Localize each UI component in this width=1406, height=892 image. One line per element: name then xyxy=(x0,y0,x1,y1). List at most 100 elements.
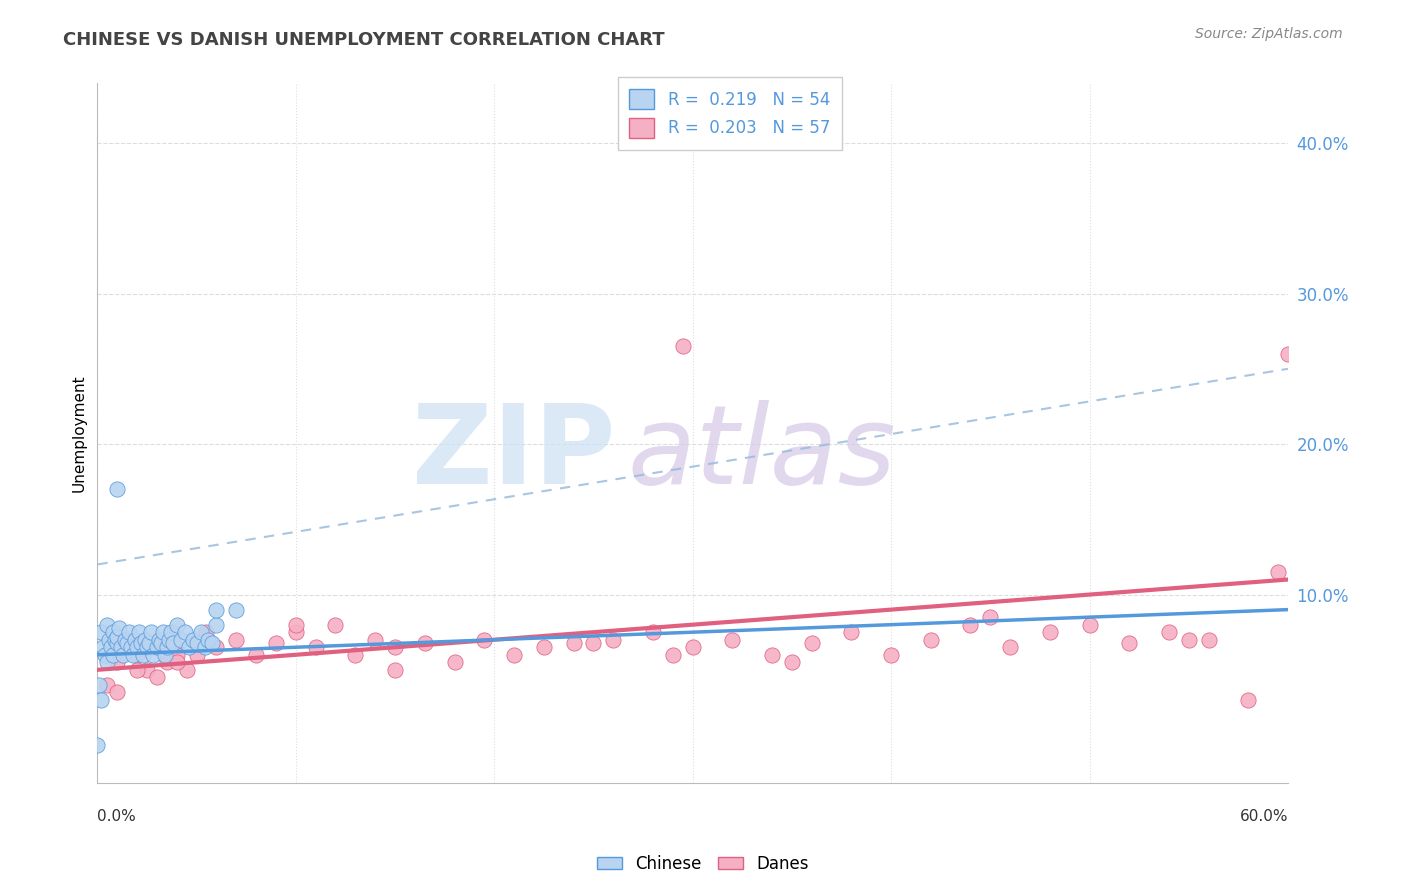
Point xyxy=(96,655,118,669)
Point xyxy=(94,648,117,662)
Point xyxy=(105,685,128,699)
Point xyxy=(205,640,228,655)
Point xyxy=(91,640,114,655)
Point xyxy=(264,636,287,650)
Point xyxy=(148,632,170,647)
Point xyxy=(103,648,125,662)
Point xyxy=(124,632,146,647)
Point xyxy=(96,648,118,662)
Point xyxy=(89,678,111,692)
Text: atlas: atlas xyxy=(627,401,896,508)
Point xyxy=(672,339,695,353)
Text: CHINESE VS DANISH UNEMPLOYMENT CORRELATION CHART: CHINESE VS DANISH UNEMPLOYMENT CORRELATI… xyxy=(63,31,665,49)
Point xyxy=(136,640,159,655)
Point xyxy=(146,640,169,655)
Point xyxy=(384,663,406,677)
Point xyxy=(413,636,436,650)
Point xyxy=(1078,617,1101,632)
Text: Source: ZipAtlas.com: Source: ZipAtlas.com xyxy=(1195,27,1343,41)
Point xyxy=(325,617,347,632)
Point xyxy=(105,636,128,650)
Point xyxy=(800,636,823,650)
Point xyxy=(132,648,155,662)
Point xyxy=(1039,625,1062,640)
Point xyxy=(110,640,132,655)
Point xyxy=(105,630,128,644)
Point xyxy=(170,632,193,647)
Point xyxy=(146,640,169,655)
Point xyxy=(96,617,118,632)
Point xyxy=(245,648,267,662)
Point xyxy=(153,648,176,662)
Point xyxy=(90,693,112,707)
Point xyxy=(721,632,744,647)
Point xyxy=(384,640,406,655)
Point xyxy=(142,648,165,662)
Point xyxy=(205,602,228,616)
Point xyxy=(1118,636,1140,650)
Point xyxy=(841,625,863,640)
Point xyxy=(780,655,803,669)
Point xyxy=(177,640,200,655)
Point xyxy=(225,632,247,647)
Point xyxy=(166,648,188,662)
Point xyxy=(602,632,624,647)
Point xyxy=(122,648,145,662)
Point xyxy=(186,648,208,662)
Point xyxy=(166,655,188,669)
Point xyxy=(284,617,307,632)
Point xyxy=(86,738,108,752)
Point xyxy=(181,632,204,647)
Point xyxy=(128,625,150,640)
Point xyxy=(1267,565,1289,579)
Point xyxy=(641,625,664,640)
Point xyxy=(166,617,188,632)
Point xyxy=(104,632,127,647)
Y-axis label: Unemployment: Unemployment xyxy=(72,374,86,491)
Point xyxy=(979,610,1001,624)
Point xyxy=(139,625,162,640)
Point xyxy=(662,648,685,662)
Point xyxy=(152,625,174,640)
Point xyxy=(105,482,128,496)
Point xyxy=(443,655,465,669)
Legend: R =  0.219   N = 54, R =  0.203   N = 57: R = 0.219 N = 54, R = 0.203 N = 57 xyxy=(617,78,842,150)
Point xyxy=(90,625,112,640)
Point xyxy=(533,640,555,655)
Point xyxy=(100,640,122,655)
Point xyxy=(880,648,903,662)
Point xyxy=(472,632,495,647)
Point xyxy=(156,640,179,655)
Point xyxy=(998,640,1021,655)
Point xyxy=(173,625,195,640)
Point xyxy=(201,636,224,650)
Point xyxy=(193,640,215,655)
Point xyxy=(195,625,218,640)
Point xyxy=(157,632,180,647)
Point xyxy=(1198,632,1220,647)
Text: ZIP: ZIP xyxy=(412,401,616,508)
Point xyxy=(115,636,138,650)
Point xyxy=(125,663,148,677)
Point xyxy=(105,655,128,669)
Point xyxy=(98,632,121,647)
Point xyxy=(1277,347,1299,361)
Point xyxy=(304,640,326,655)
Point xyxy=(344,648,367,662)
Point xyxy=(176,663,198,677)
Point xyxy=(959,617,981,632)
Point xyxy=(138,636,160,650)
Text: 60.0%: 60.0% xyxy=(1240,809,1288,824)
Legend: Chinese, Danes: Chinese, Danes xyxy=(591,848,815,880)
Point xyxy=(761,648,783,662)
Point xyxy=(284,625,307,640)
Point xyxy=(205,617,228,632)
Point xyxy=(225,602,247,616)
Point xyxy=(118,625,141,640)
Point xyxy=(190,625,212,640)
Point xyxy=(1157,625,1180,640)
Point xyxy=(96,678,118,692)
Text: 0.0%: 0.0% xyxy=(97,809,136,824)
Point xyxy=(129,636,152,650)
Point xyxy=(146,670,169,684)
